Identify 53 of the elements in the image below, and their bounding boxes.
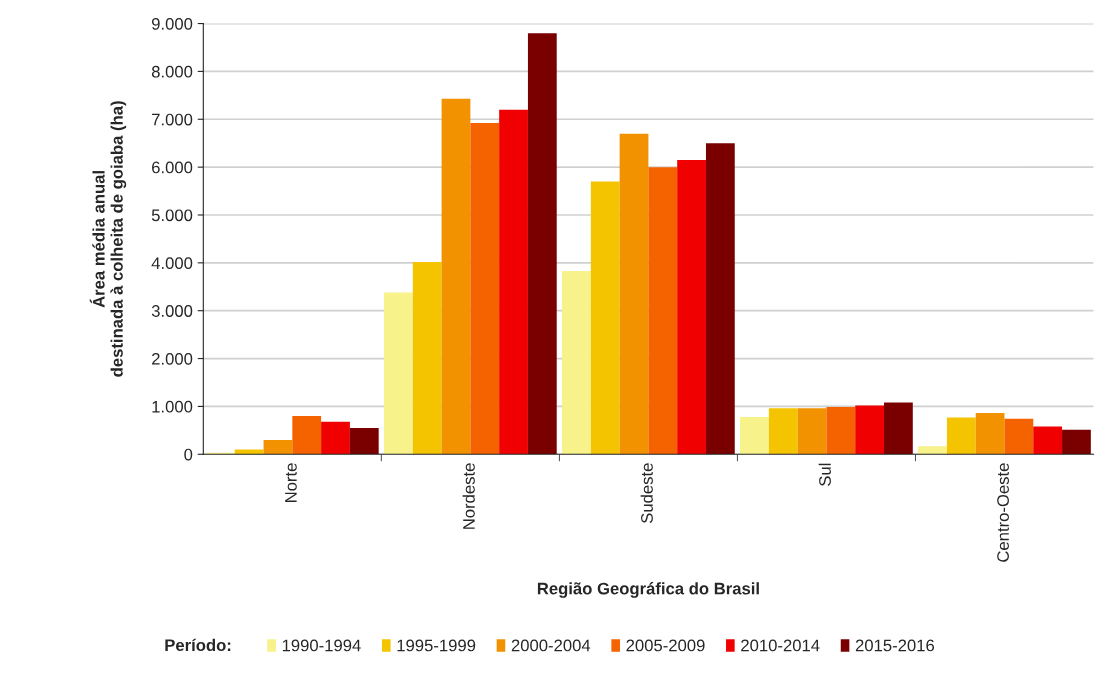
bar	[648, 167, 678, 455]
legend-label: 2000-2004	[511, 639, 591, 652]
bar	[740, 416, 769, 455]
bar	[975, 413, 1005, 455]
y-tick-label: 0	[184, 448, 193, 461]
bar	[1004, 418, 1034, 455]
bar	[677, 159, 706, 455]
y-tick-label: 9.000	[151, 17, 193, 30]
bar	[918, 446, 947, 455]
bar	[412, 261, 442, 455]
bar	[705, 143, 735, 455]
x-tick-label: Sudeste	[640, 463, 653, 523]
legend-label: 2010-2014	[741, 639, 820, 652]
bar	[826, 406, 856, 455]
x-tick-label: Sul	[818, 463, 831, 486]
bar	[292, 415, 322, 455]
bar	[527, 33, 557, 455]
bar	[321, 421, 350, 455]
legend-label: 2015-2016	[855, 639, 935, 652]
x-axis-title: Região Geográfica do Brasil	[537, 582, 759, 598]
y-tick-label: 6.000	[152, 161, 193, 174]
y-axis-title: Área média anual destinada à colheita de goiaba (ha)	[89, 101, 127, 377]
bar	[768, 408, 798, 455]
bar	[562, 270, 591, 455]
bar	[1062, 429, 1091, 455]
y-tick-label: 1.000	[152, 400, 193, 413]
y-tick-label: 2.000	[152, 352, 193, 365]
bar	[855, 405, 885, 455]
bar	[946, 417, 976, 455]
legend-label: 1990-1994	[282, 639, 361, 652]
bar	[384, 292, 413, 455]
x-tick-label: Centro-Oeste	[997, 463, 1009, 562]
bar	[1033, 426, 1063, 455]
y-tick-label: 4.000	[151, 257, 193, 270]
bar	[884, 402, 913, 455]
y-tick-label: 8.000	[151, 65, 193, 78]
y-tick-label: 7.000	[152, 113, 193, 126]
bar	[234, 449, 264, 455]
x-tick-label: Nordeste	[462, 463, 475, 529]
bar	[263, 439, 293, 455]
bar	[797, 408, 827, 455]
bar	[470, 123, 500, 455]
legend-label: 2005-2009	[626, 639, 705, 652]
bar	[590, 181, 620, 455]
bar	[499, 109, 528, 455]
y-tick-label: 5.000	[151, 209, 193, 222]
x-tick-label: Norte	[285, 463, 297, 502]
bar	[619, 133, 649, 455]
y-tick-label: 3.000	[151, 305, 193, 317]
legend-title: Período:	[165, 638, 231, 652]
bar	[441, 98, 471, 455]
legend-label: 1995-1999	[397, 639, 476, 652]
bar	[349, 427, 379, 455]
